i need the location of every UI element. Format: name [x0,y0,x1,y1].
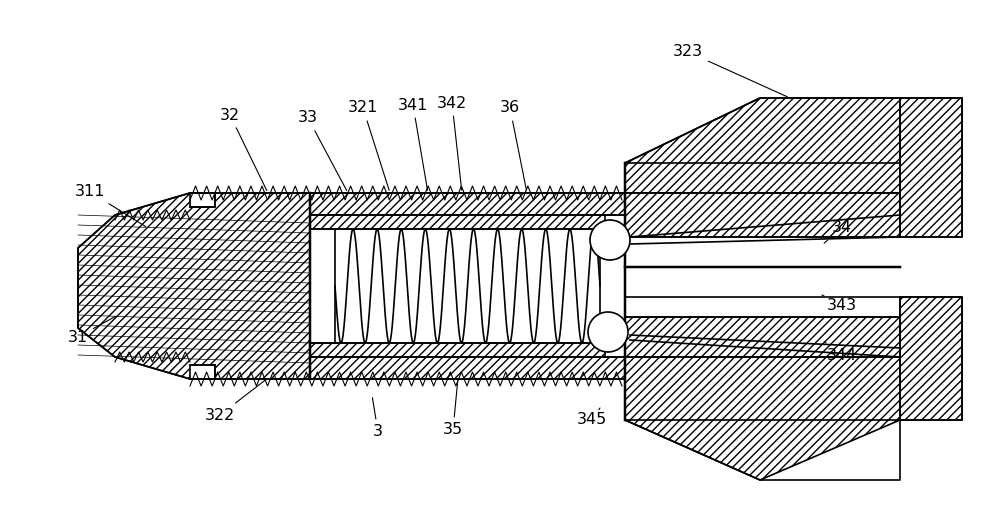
Text: 343: 343 [822,295,857,313]
Bar [310,193,625,215]
Polygon shape [190,365,215,379]
Circle shape [590,220,630,260]
Text: 323: 323 [673,44,787,97]
Polygon shape [190,193,215,207]
Text: 36: 36 [500,100,526,190]
Text: 33: 33 [298,110,347,190]
Text: 3: 3 [372,398,383,439]
Text: 34: 34 [824,221,852,243]
Text: 35: 35 [443,381,463,438]
Polygon shape [900,297,962,420]
Text: 31: 31 [68,316,116,345]
Bar [310,357,625,379]
Bar [310,215,605,229]
Text: 311: 311 [75,185,146,226]
Polygon shape [625,193,900,237]
Text: 32: 32 [220,108,267,190]
Polygon shape [625,357,900,480]
Text: 321: 321 [348,100,389,190]
Text: 345: 345 [577,408,607,427]
Text: 344: 344 [824,342,857,362]
Polygon shape [900,98,962,237]
Polygon shape [625,317,900,357]
Text: 322: 322 [205,380,266,423]
Polygon shape [625,98,900,193]
Bar [310,229,605,343]
Bar [310,343,605,357]
Polygon shape [78,193,310,379]
Text: 342: 342 [437,96,467,190]
Circle shape [588,312,628,352]
Text: 341: 341 [398,97,428,190]
